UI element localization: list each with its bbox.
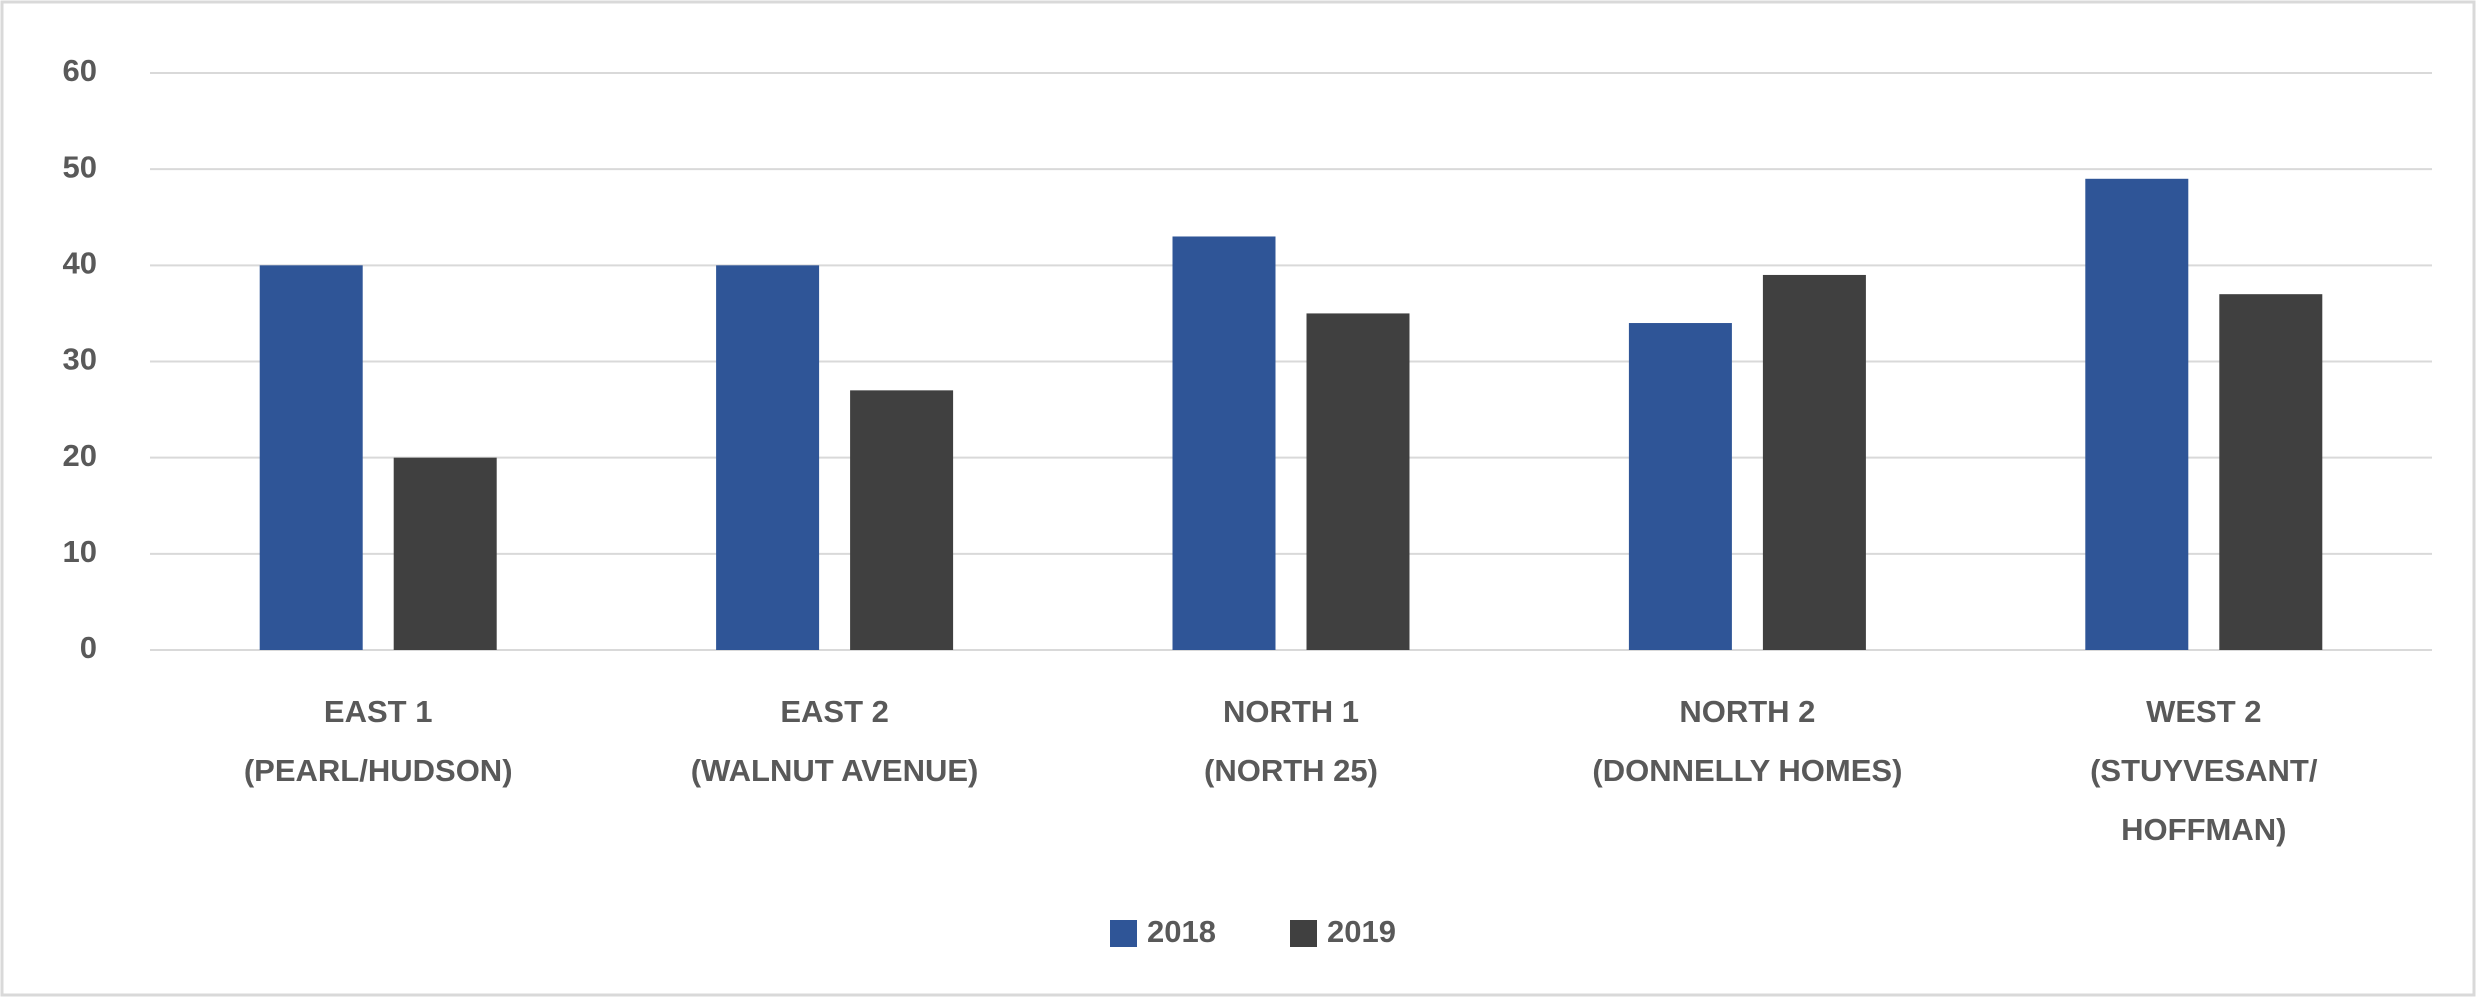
x-tick-label: EAST 1 (PEARL/HUDSON): [244, 694, 513, 788]
legend-swatch: [1110, 920, 1137, 947]
x-tick-label: NORTH 1 (NORTH 25): [1204, 694, 1378, 788]
x-tick-label-line: HOFFMAN): [2121, 812, 2286, 847]
x-tick-label-line: (DONNELLY HOMES): [1592, 753, 1902, 788]
legend-label: 2019: [1327, 914, 1396, 949]
y-tick-label: 20: [63, 438, 97, 473]
x-tick-label-line: (PEARL/HUDSON): [244, 753, 513, 788]
x-tick-label-line: EAST 1: [324, 694, 433, 729]
x-tick-label-line: NORTH 1: [1223, 694, 1359, 729]
x-tick-label: WEST 2 (STUYVESANT/HOFFMAN): [2090, 694, 2318, 847]
y-tick-label: 60: [63, 53, 97, 88]
bar: [1306, 313, 1410, 650]
bar: [259, 265, 363, 650]
bar: [1172, 236, 1276, 650]
bar: [2085, 178, 2189, 651]
y-tick-label: 40: [63, 246, 97, 281]
x-tick-label-line: NORTH 2: [1679, 694, 1815, 729]
x-tick-label-line: EAST 2: [780, 694, 889, 729]
y-tick-label: 30: [63, 342, 97, 377]
y-tick-label: 50: [63, 149, 97, 184]
x-tick-label: NORTH 2 (DONNELLY HOMES): [1592, 694, 1902, 788]
y-tick-label: 10: [63, 534, 97, 569]
bar: [716, 265, 820, 650]
legend-swatch: [1290, 920, 1317, 947]
x-tick-label-line: WEST 2: [2146, 694, 2261, 729]
bar: [2219, 294, 2323, 650]
x-tick-label-line: (STUYVESANT/: [2090, 753, 2318, 788]
y-tick-label: 0: [80, 630, 97, 665]
bar: [1628, 323, 1732, 650]
x-tick-label-line: (NORTH 25): [1204, 753, 1378, 788]
bar: [850, 390, 954, 650]
bar: [1762, 274, 1866, 650]
x-tick-label-line: (WALNUT AVENUE): [691, 753, 979, 788]
x-tick-label: EAST 2 (WALNUT AVENUE): [691, 694, 979, 788]
bar: [393, 457, 497, 650]
legend-label: 2018: [1147, 914, 1216, 949]
